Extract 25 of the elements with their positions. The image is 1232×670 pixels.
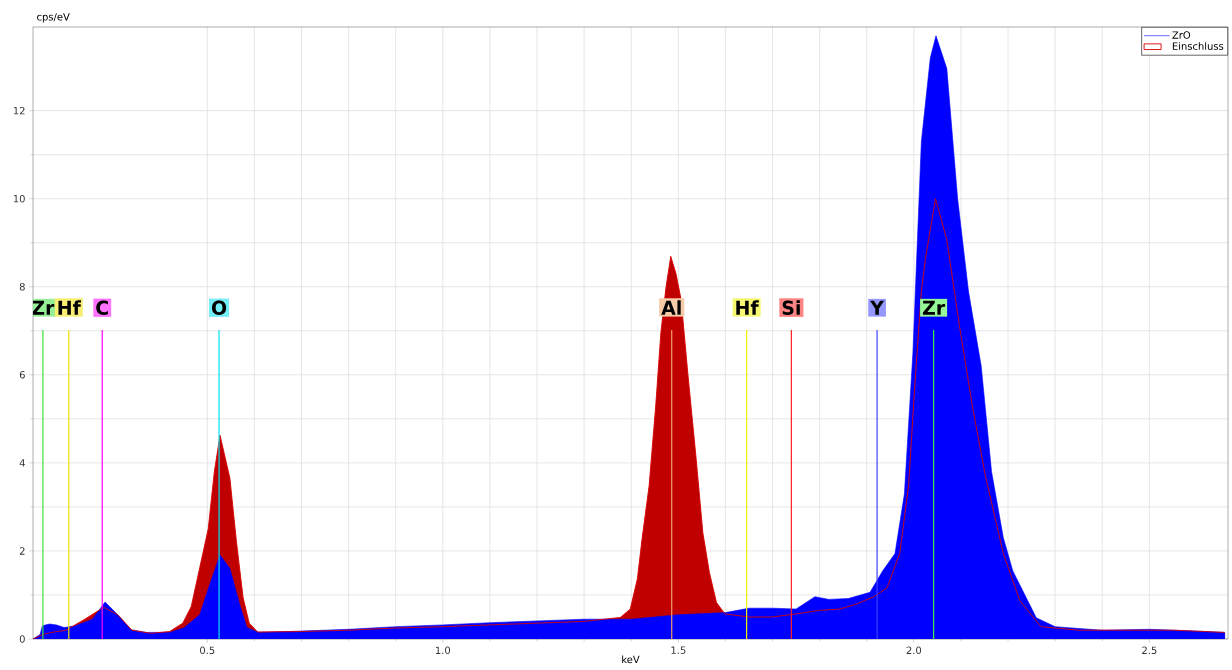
legend-label: ZrO bbox=[1172, 31, 1191, 39]
x-tick-label: 1.5 bbox=[671, 646, 686, 654]
y-tick-label: 2 bbox=[19, 547, 25, 555]
y-tick-label: 10 bbox=[13, 194, 25, 203]
ref-line-label: Zr bbox=[922, 300, 946, 315]
x-tick-label: 2.0 bbox=[906, 646, 922, 655]
ref-line-label: Si bbox=[782, 300, 800, 315]
ref-line-label: O bbox=[211, 300, 227, 315]
ref-line-label: Hf bbox=[736, 300, 759, 315]
ref-line-label: C bbox=[96, 300, 108, 315]
y-tick-label: 0 bbox=[19, 635, 25, 643]
x-axis-title: keV bbox=[622, 655, 640, 664]
x-tick-label: 1.0 bbox=[435, 646, 451, 655]
ref-line-label: Hf bbox=[58, 300, 81, 315]
ref-line-label: Zr bbox=[32, 300, 55, 315]
y-tick-label: 4 bbox=[19, 459, 25, 467]
y-axis-title: cps/eV bbox=[37, 13, 70, 23]
ref-line-label: Al bbox=[661, 300, 681, 315]
y-tick-label: 8 bbox=[19, 282, 25, 291]
x-tick-label: 0.5 bbox=[200, 646, 215, 655]
x-tick-label: 2.5 bbox=[1142, 646, 1157, 655]
legend-label: Einschluss bbox=[1172, 42, 1224, 50]
ref-line-label: Y bbox=[870, 300, 885, 315]
y-tick-label: 6 bbox=[19, 371, 25, 379]
y-tick-label: 12 bbox=[13, 106, 25, 115]
